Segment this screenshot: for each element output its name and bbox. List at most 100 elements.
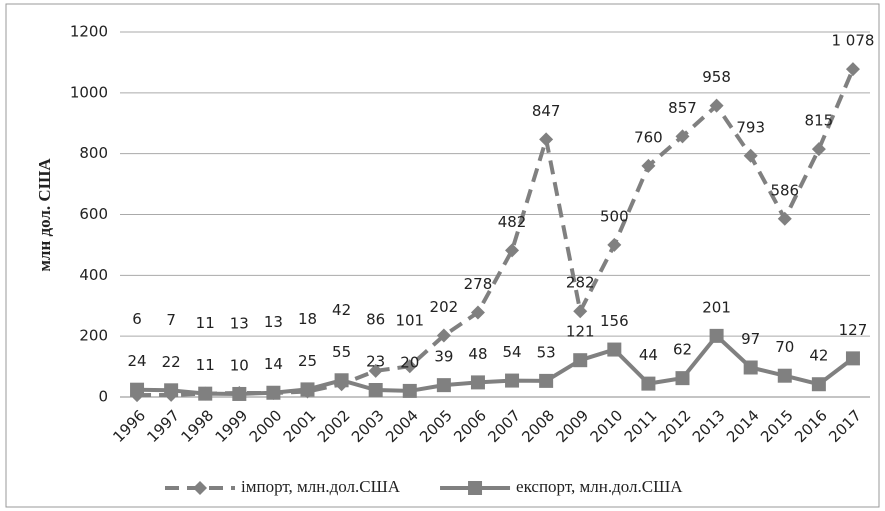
data-label: 500 [600, 207, 629, 225]
data-label: 201 [702, 298, 731, 316]
data-label: 586 [770, 181, 799, 199]
point [436, 328, 451, 343]
data-label: 847 [532, 102, 561, 120]
point [675, 371, 690, 386]
data-label: 42 [809, 347, 828, 365]
data-label: 202 [430, 298, 459, 316]
x-tick-label: 2007 [484, 406, 524, 446]
data-label: 18 [298, 310, 317, 328]
data-label: 97 [741, 330, 760, 348]
x-tick-label: 2006 [450, 406, 490, 446]
data-label: 44 [639, 346, 658, 364]
point [198, 386, 213, 401]
x-tick-label: 2010 [587, 406, 627, 446]
data-label: 13 [264, 313, 283, 331]
x-tick-label: 2008 [518, 406, 558, 446]
x-tick-label: 2015 [757, 406, 797, 446]
point [232, 386, 247, 401]
data-label: 22 [162, 353, 181, 371]
point [436, 378, 451, 393]
point [607, 342, 622, 357]
point [334, 373, 349, 388]
y-tick-label: 600 [79, 205, 108, 223]
data-label: 14 [264, 355, 283, 373]
x-tick-label: 2013 [689, 406, 729, 446]
point [539, 132, 554, 147]
x-tick-label: 2014 [723, 406, 763, 446]
data-label: 127 [839, 321, 868, 339]
series-line [137, 333, 855, 396]
point [709, 98, 724, 113]
x-tick-label: 2012 [655, 406, 695, 446]
data-label: 20 [400, 353, 419, 371]
x-tick-label: 2017 [825, 406, 865, 446]
chart-frame [5, 3, 880, 508]
point [709, 328, 724, 343]
legend-label: імпорт, млн.дол.США [241, 477, 401, 496]
y-tick-label: 800 [79, 144, 108, 162]
point [777, 211, 792, 226]
point [811, 142, 826, 157]
data-label: 760 [634, 128, 663, 146]
point [845, 62, 860, 77]
data-label: 39 [434, 348, 453, 366]
y-tick-label: 200 [79, 327, 108, 345]
y-tick-label: 400 [79, 266, 108, 284]
point [777, 368, 792, 383]
data-label: 857 [668, 99, 697, 117]
legend-marker [468, 481, 483, 495]
data-label: 48 [468, 345, 487, 363]
point [607, 237, 622, 252]
data-label: 815 [805, 112, 834, 130]
x-tick-label: 2005 [416, 406, 456, 446]
point [743, 148, 758, 163]
data-label: 53 [537, 343, 556, 361]
data-label: 23 [366, 353, 385, 371]
data-label: 25 [298, 352, 317, 370]
data-label: 10 [230, 356, 249, 374]
data-label: 121 [566, 323, 595, 341]
x-tick-label: 2001 [280, 406, 320, 446]
point [675, 129, 690, 144]
data-label: 62 [673, 341, 692, 359]
y-tick-label: 1000 [70, 83, 108, 101]
x-tick-label: 2004 [382, 406, 422, 446]
data-label: 11 [196, 356, 215, 374]
legend-label: експорт, млн.дол.США [516, 477, 683, 496]
point [505, 243, 520, 258]
point [266, 385, 281, 400]
x-tick-label: 2009 [553, 406, 593, 446]
point [402, 359, 417, 374]
point [505, 373, 520, 388]
data-label: 55 [332, 343, 351, 361]
data-label: 1 078 [831, 32, 874, 50]
x-tick-label: 1996 [109, 406, 149, 446]
data-label: 156 [600, 312, 629, 330]
point [130, 382, 145, 397]
data-label: 7 [166, 311, 176, 329]
y-tick-label: 0 [98, 388, 108, 406]
x-tick-label: 2011 [621, 406, 661, 446]
point [811, 377, 826, 392]
data-label: 42 [332, 301, 351, 319]
point [641, 376, 656, 391]
point [573, 304, 588, 319]
x-tick-label: 2003 [348, 406, 388, 446]
data-label: 278 [464, 275, 493, 293]
data-label: 282 [566, 274, 595, 292]
point [402, 383, 417, 398]
point [368, 363, 383, 378]
point [845, 351, 860, 366]
point [470, 305, 485, 320]
data-label: 11 [196, 314, 215, 332]
x-tick-label: 2000 [246, 406, 286, 446]
x-tick-label: 2016 [791, 406, 831, 446]
point [641, 158, 656, 173]
data-label: 86 [366, 311, 385, 329]
data-label: 6 [132, 310, 142, 328]
data-label: 54 [502, 343, 521, 361]
x-tick-label: 2002 [314, 406, 354, 446]
data-label: 482 [498, 213, 527, 231]
x-tick-label: 1997 [143, 406, 183, 446]
